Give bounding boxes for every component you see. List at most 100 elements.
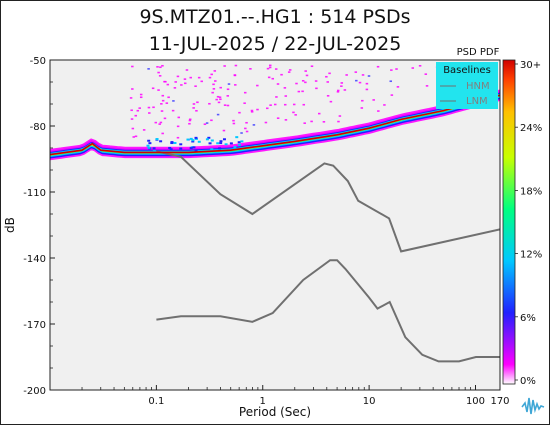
x-tick-label: 0.1: [148, 396, 164, 407]
density-speck: [240, 132, 243, 134]
density-speck: [226, 95, 230, 97]
density-speck: [226, 88, 230, 91]
density-speck: [161, 99, 165, 102]
density-speck: [310, 65, 314, 68]
density-speck: [338, 115, 342, 117]
density-speck: [169, 148, 173, 151]
density-speck: [167, 96, 170, 99]
density-speck: [189, 147, 193, 150]
density-speck: [180, 84, 183, 86]
density-speck: [267, 76, 271, 79]
density-speck: [224, 143, 228, 146]
density-speck: [390, 69, 393, 71]
density-speck: [161, 94, 165, 97]
density-speck: [314, 80, 318, 82]
density-speck: [160, 103, 163, 105]
density-speck: [189, 76, 192, 79]
density-speck: [191, 140, 195, 143]
density-speck: [212, 83, 215, 86]
density-speck: [301, 79, 305, 82]
density-speck: [172, 100, 175, 102]
density-speck: [235, 136, 239, 139]
density-speck: [243, 102, 246, 105]
x-tick-label: 100: [466, 396, 485, 407]
density-speck: [139, 93, 143, 96]
colorbar-tick-label: 18%: [520, 186, 542, 197]
density-speck: [280, 73, 283, 76]
density-speck: [292, 103, 296, 106]
density-speck: [185, 69, 189, 71]
density-speck: [173, 87, 177, 89]
density-speck: [192, 103, 196, 105]
density-speck: [129, 97, 133, 99]
density-speck: [171, 109, 175, 112]
density-speck: [360, 107, 364, 109]
density-band: [50, 96, 500, 157]
density-speck: [130, 118, 134, 120]
density-speck: [177, 116, 181, 119]
density-speck: [131, 65, 134, 68]
density-speck: [212, 88, 216, 90]
density-speck: [303, 122, 306, 124]
density-speck: [245, 130, 249, 133]
density-speck: [210, 119, 213, 122]
density-speck: [329, 100, 333, 103]
density-band: [50, 89, 500, 152]
density-speck: [294, 114, 297, 116]
density-speck: [218, 96, 222, 99]
series-layer: [50, 94, 500, 363]
density-speck: [210, 73, 213, 76]
density-speck: [234, 64, 238, 67]
density-speck: [383, 104, 386, 106]
density-speck: [148, 142, 152, 145]
y-axis-label: dB: [3, 217, 17, 233]
density-speck: [154, 121, 158, 124]
density-speck: [132, 136, 135, 138]
density-speck: [284, 119, 288, 121]
density-speck: [358, 81, 362, 84]
density-speck: [418, 64, 422, 67]
density-speck: [315, 87, 318, 90]
density-speck: [326, 94, 330, 97]
density-speck: [367, 75, 371, 77]
density-speck: [176, 75, 180, 78]
density-speck: [376, 65, 380, 68]
plot-border: [49, 59, 501, 391]
density-speck: [245, 121, 248, 124]
density-speck: [166, 83, 170, 86]
density-speck: [216, 95, 220, 98]
density-speck: [159, 121, 163, 124]
density-speck: [274, 68, 278, 70]
density-speck: [210, 148, 214, 151]
density-speck: [174, 81, 177, 83]
density-speck: [161, 64, 164, 67]
density-speck: [283, 103, 287, 106]
density-speck: [305, 74, 309, 77]
density-speck: [222, 138, 226, 141]
density-speck: [194, 85, 197, 88]
chart-subtitle: 11-JUL-2025 / 22-JUL-2025: [148, 33, 402, 55]
density-speck: [183, 82, 187, 85]
density-speck: [223, 104, 227, 106]
density-speck: [268, 66, 272, 69]
density-speck: [326, 81, 329, 83]
density-speck: [192, 107, 195, 109]
density-speck: [340, 85, 343, 87]
density-speck: [217, 101, 221, 104]
legend-item-lnm: LNM: [466, 96, 488, 107]
density-speck: [244, 127, 247, 130]
density-speck: [252, 124, 256, 126]
density-speck: [142, 129, 146, 131]
density-speck: [250, 111, 254, 113]
density-speck: [176, 125, 180, 128]
density-speck: [237, 141, 241, 144]
density-speck: [343, 89, 347, 91]
density-speck: [229, 142, 233, 145]
density-speck: [250, 109, 254, 112]
density-speck: [157, 71, 160, 74]
density-speck: [200, 80, 203, 83]
density-speck: [194, 136, 198, 139]
density-speck: [340, 82, 344, 84]
density-speck: [196, 101, 199, 104]
